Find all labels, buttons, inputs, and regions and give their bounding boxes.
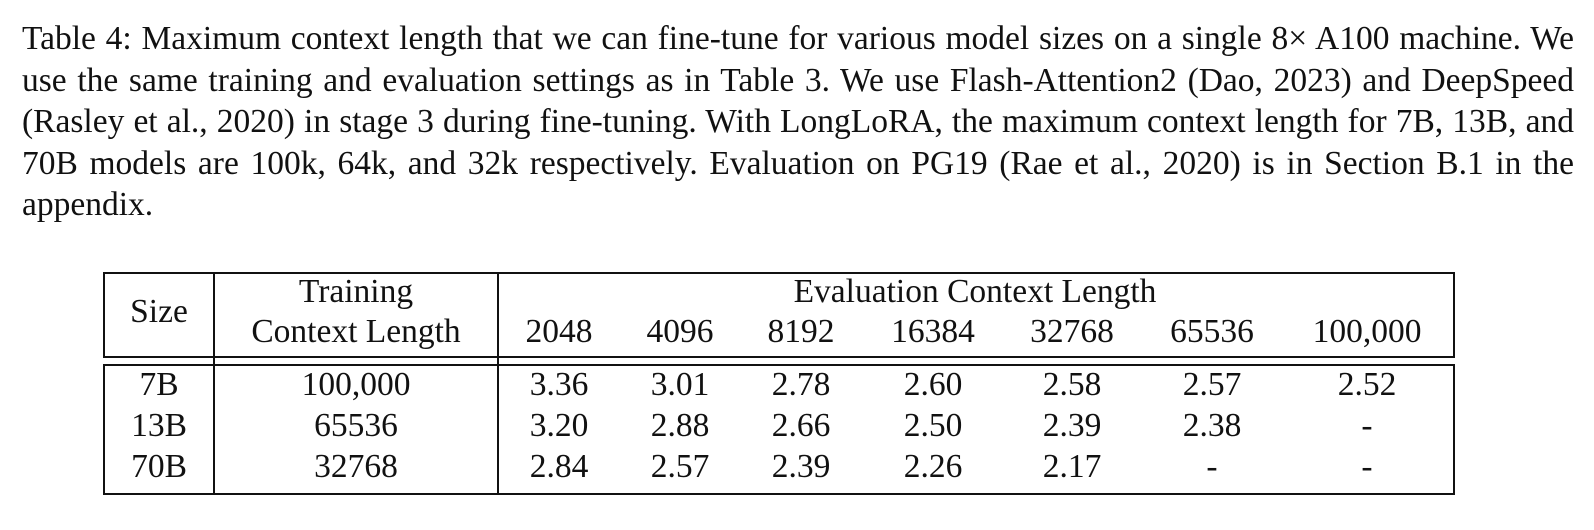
table-cell: 2.52 bbox=[1337, 366, 1397, 403]
table-cell: - bbox=[1206, 448, 1218, 485]
header-eval-length: 4096 bbox=[646, 313, 714, 350]
table-cell: 2.39 bbox=[771, 448, 831, 485]
table-caption: Table 4: Maximum context length that we … bbox=[22, 20, 1574, 223]
header-eval-length: 100,000 bbox=[1312, 313, 1422, 350]
table-cell: 2.38 bbox=[1182, 407, 1242, 444]
table-cell: 2.39 bbox=[1042, 407, 1102, 444]
row-training-length: 32768 bbox=[314, 448, 398, 485]
header-rule-gap bbox=[103, 356, 1455, 364]
header-training-line1: Training bbox=[298, 273, 414, 310]
header-eval-length: 32768 bbox=[1030, 313, 1114, 350]
header-eval-length: 16384 bbox=[891, 313, 975, 350]
table-cell: 2.66 bbox=[771, 407, 831, 444]
table-cell: 2.17 bbox=[1042, 448, 1102, 485]
table-cell: 2.88 bbox=[650, 407, 710, 444]
table-cell: 3.36 bbox=[529, 366, 589, 403]
table-cell: 2.84 bbox=[529, 448, 589, 485]
table-cell: 2.57 bbox=[1182, 366, 1242, 403]
results-table: Size Training Context Length Evaluation … bbox=[103, 272, 1455, 495]
table-cell: - bbox=[1361, 448, 1373, 485]
header-evaluation: Evaluation Context Length bbox=[793, 273, 1157, 310]
header-rule-top bbox=[103, 356, 1455, 358]
header-rule-bottom bbox=[103, 364, 1455, 366]
row-training-length: 100,000 bbox=[301, 366, 411, 403]
table-cell: 2.50 bbox=[903, 407, 963, 444]
header-size: Size bbox=[130, 293, 188, 330]
row-size: 13B bbox=[131, 407, 187, 444]
column-separator-size bbox=[213, 272, 215, 493]
table-cell: 2.26 bbox=[903, 448, 963, 485]
header-eval-length: 8192 bbox=[767, 313, 835, 350]
row-size: 70B bbox=[131, 448, 187, 485]
column-separator-training bbox=[497, 272, 499, 493]
table-cell: 3.20 bbox=[529, 407, 589, 444]
table-border bbox=[103, 272, 1455, 495]
row-size: 7B bbox=[139, 366, 179, 403]
row-training-length: 65536 bbox=[314, 407, 398, 444]
table-cell: 2.58 bbox=[1042, 366, 1102, 403]
table-cell: 3.01 bbox=[650, 366, 710, 403]
table-cell: - bbox=[1361, 407, 1373, 444]
table-cell: 2.78 bbox=[771, 366, 831, 403]
header-eval-length: 2048 bbox=[525, 313, 593, 350]
table-cell: 2.57 bbox=[650, 448, 710, 485]
header-training-line2: Context Length bbox=[251, 313, 461, 350]
header-eval-length: 65536 bbox=[1170, 313, 1254, 350]
table-cell: 2.60 bbox=[903, 366, 963, 403]
